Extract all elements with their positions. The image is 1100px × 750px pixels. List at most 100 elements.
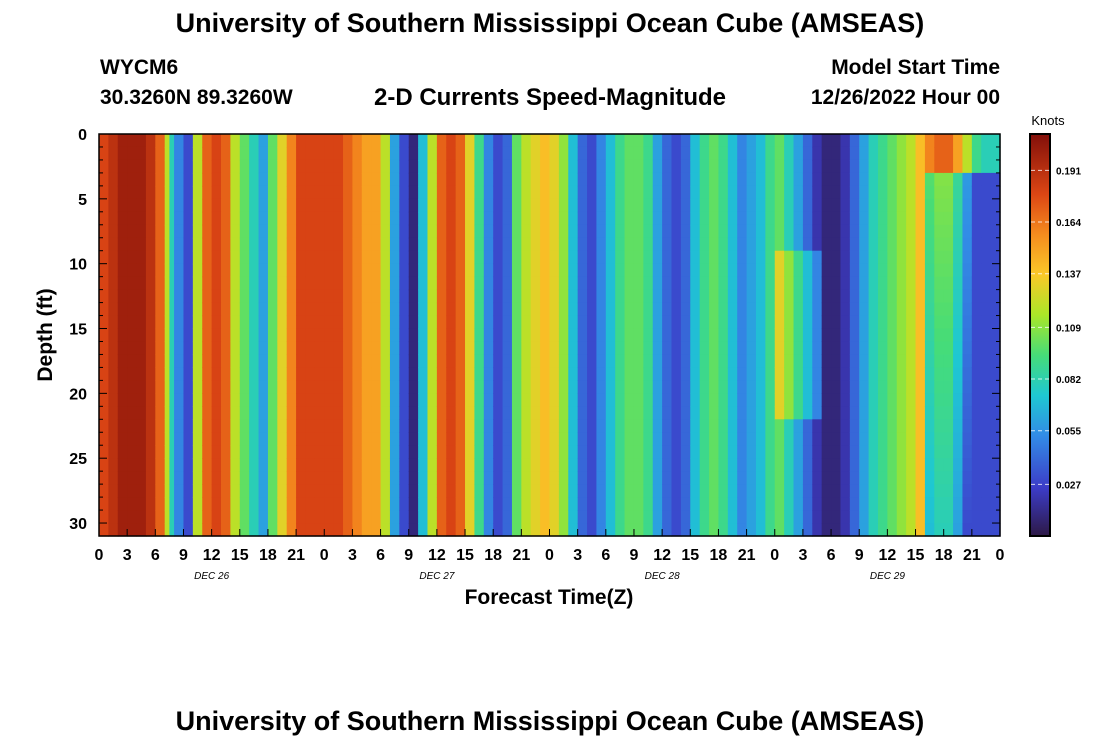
heatmap-cell bbox=[145, 458, 156, 472]
heatmap-cell bbox=[812, 393, 823, 407]
heatmap-cell bbox=[239, 406, 250, 420]
heatmap-cell bbox=[990, 523, 1001, 537]
heatmap-cell bbox=[821, 510, 832, 524]
heatmap-cell bbox=[136, 419, 147, 433]
heatmap-cell bbox=[239, 445, 250, 459]
heatmap-cell bbox=[671, 380, 682, 394]
heatmap-cell bbox=[324, 393, 335, 407]
heatmap-cell bbox=[127, 458, 138, 472]
heatmap-cell bbox=[333, 445, 344, 459]
heatmap-cell bbox=[624, 263, 635, 278]
heatmap-cell bbox=[709, 237, 720, 252]
heatmap-cell bbox=[859, 445, 870, 459]
heatmap-cell bbox=[465, 146, 476, 161]
heatmap-cell bbox=[671, 134, 682, 148]
heatmap-cell bbox=[915, 224, 926, 239]
heatmap-cell bbox=[971, 263, 982, 278]
heatmap-cell bbox=[784, 497, 795, 511]
heatmap-cell bbox=[981, 224, 992, 239]
heatmap-cell bbox=[633, 458, 644, 472]
heatmap-cell bbox=[465, 419, 476, 433]
heatmap-cell bbox=[192, 185, 203, 200]
heatmap-cell bbox=[333, 458, 344, 472]
heatmap-cell bbox=[465, 159, 476, 174]
heatmap-cell bbox=[840, 380, 851, 394]
heatmap-cell bbox=[408, 406, 419, 420]
heatmap-cell bbox=[962, 134, 973, 148]
heatmap-cell bbox=[652, 146, 663, 161]
x-tick-label: 9 bbox=[404, 547, 413, 564]
heatmap-cell bbox=[127, 341, 138, 356]
heatmap-cell bbox=[680, 172, 691, 187]
heatmap-cell bbox=[474, 354, 485, 369]
heatmap-cell bbox=[164, 315, 170, 330]
heatmap-cell bbox=[737, 172, 748, 187]
heatmap-cell bbox=[699, 211, 710, 226]
heatmap-cell bbox=[746, 185, 757, 200]
heatmap-cell bbox=[765, 263, 776, 278]
heatmap-cell bbox=[896, 367, 907, 381]
heatmap-cell bbox=[633, 198, 644, 213]
heatmap-cell bbox=[333, 328, 344, 343]
heatmap-cell bbox=[915, 484, 926, 498]
heatmap-cell bbox=[774, 250, 785, 265]
heatmap-cell bbox=[709, 289, 720, 304]
heatmap-cell bbox=[455, 211, 466, 226]
heatmap-cell bbox=[267, 276, 278, 291]
heatmap-cell bbox=[633, 445, 644, 459]
heatmap-cell bbox=[164, 419, 170, 433]
heatmap-cell bbox=[981, 198, 992, 213]
heatmap-cell bbox=[793, 146, 804, 161]
heatmap-cell bbox=[108, 224, 119, 239]
heatmap-cell bbox=[446, 354, 457, 369]
heatmap-cell bbox=[540, 198, 551, 213]
heatmap-cell bbox=[812, 484, 823, 498]
heatmap-cell bbox=[305, 406, 316, 420]
heatmap-cell bbox=[249, 172, 260, 187]
heatmap-cell bbox=[239, 211, 250, 226]
heatmap-cell bbox=[615, 328, 626, 343]
heatmap-cell bbox=[136, 445, 147, 459]
heatmap-cell bbox=[371, 263, 382, 278]
heatmap-cell bbox=[662, 198, 673, 213]
heatmap-cell bbox=[465, 134, 476, 148]
heatmap-cell bbox=[436, 380, 447, 394]
heatmap-cell bbox=[577, 172, 588, 187]
heatmap-cell bbox=[849, 185, 860, 200]
heatmap-cell bbox=[371, 393, 382, 407]
heatmap-cell bbox=[887, 419, 898, 433]
heatmap-cell bbox=[493, 198, 504, 213]
heatmap-cell bbox=[840, 328, 851, 343]
heatmap-cell bbox=[371, 523, 382, 537]
heatmap-cell bbox=[784, 250, 795, 265]
heatmap-cell bbox=[671, 250, 682, 265]
heatmap-cell bbox=[540, 406, 551, 420]
heatmap-cell bbox=[868, 289, 879, 304]
heatmap-cell bbox=[971, 276, 982, 291]
heatmap-cell bbox=[371, 172, 382, 187]
heatmap-cell bbox=[605, 354, 616, 369]
heatmap-cell bbox=[371, 471, 382, 485]
heatmap-cell bbox=[924, 367, 935, 381]
heatmap-cell bbox=[896, 211, 907, 226]
heatmap-cell bbox=[145, 341, 156, 356]
heatmap-cell bbox=[239, 458, 250, 472]
heatmap-cell bbox=[962, 211, 973, 226]
heatmap-cell bbox=[192, 432, 203, 446]
heatmap-cell bbox=[793, 134, 804, 148]
heatmap-cell bbox=[540, 250, 551, 265]
heatmap-cell bbox=[859, 263, 870, 278]
heatmap-cell bbox=[821, 328, 832, 343]
heatmap-cell bbox=[615, 289, 626, 304]
heatmap-cell bbox=[136, 328, 147, 343]
heatmap-cell bbox=[296, 328, 307, 343]
heatmap-cell bbox=[221, 315, 231, 330]
heatmap-cell bbox=[971, 445, 982, 459]
heatmap-cell bbox=[774, 445, 785, 459]
heatmap-cell bbox=[727, 263, 738, 278]
heatmap-cell bbox=[868, 211, 879, 226]
heatmap-cell bbox=[840, 198, 851, 213]
colorbar-label: Knots bbox=[1031, 113, 1065, 128]
heatmap-cell bbox=[755, 276, 766, 291]
heatmap-cell bbox=[868, 380, 879, 394]
